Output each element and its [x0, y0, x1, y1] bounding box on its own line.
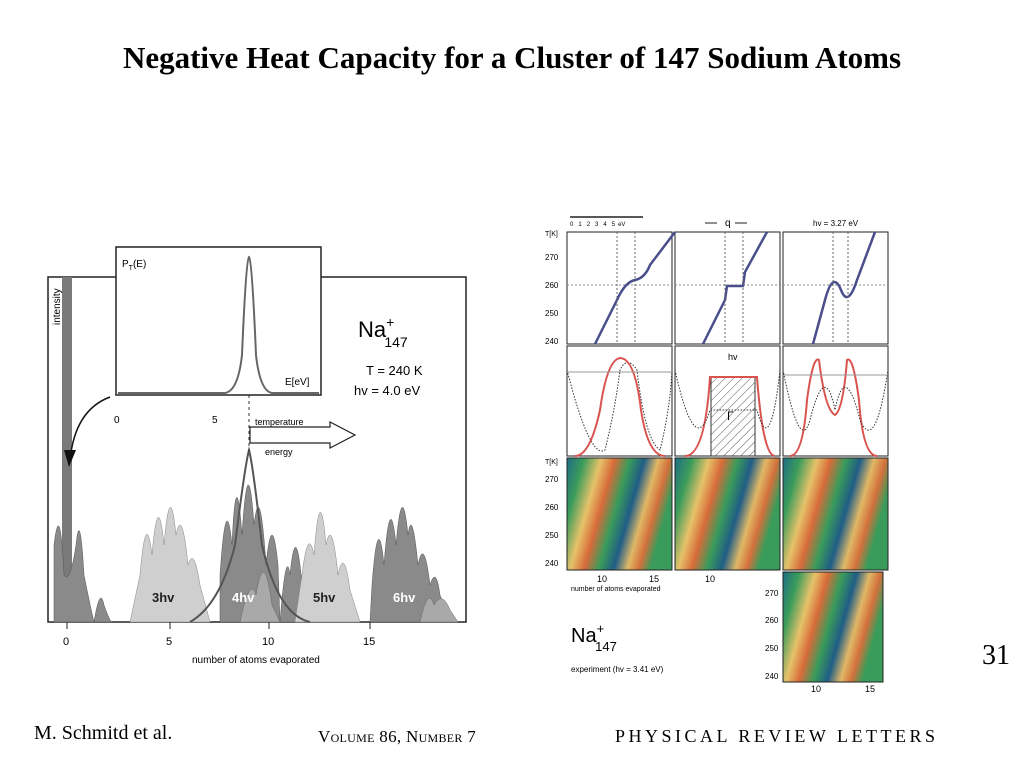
peak-label-6hv: 6hv [393, 590, 416, 605]
distribution-hv-label: hv [728, 352, 738, 362]
inset-frame [115, 246, 322, 396]
heat-t-tick-250: 250 [545, 531, 559, 540]
right-x-tick-0: 10 [597, 574, 607, 584]
temperature-label: T = 240 K [366, 363, 423, 378]
left-x-tick-0: 0 [63, 636, 69, 648]
dark-peaks [53, 484, 451, 623]
volume-number: Volume 86, Number 7 [318, 727, 477, 746]
curved-arrow-head [64, 450, 76, 467]
heatmap-row [566, 457, 889, 571]
left-figure: intensity 3hv 4hv 5hv 6hv 0 5 10 15 numb… [47, 246, 467, 666]
hv-label-top: hv = 3.27 eV [813, 219, 859, 228]
left-x-axis [66, 622, 371, 629]
photon-energy-label: hv = 4.0 eV [354, 383, 420, 398]
inset-ylabel: PT(E) [122, 259, 146, 272]
exp-t-tick-260: 260 [765, 616, 779, 625]
exp-x-tick-1: 15 [865, 684, 875, 694]
t-tick-250: 250 [545, 309, 559, 318]
t-tick-240: 240 [545, 337, 559, 346]
inset-xlabel: E[eV] [285, 377, 310, 388]
distribution-gamma-label: Γ [727, 409, 734, 423]
light-peaks [129, 507, 361, 623]
t-tick-260: 260 [545, 281, 559, 290]
t-axis-label-top: T[K] [545, 231, 558, 238]
mid-peaks [239, 572, 459, 623]
peak-label-3hv: 3hv [152, 590, 175, 605]
inset-tick-0: 0 [114, 415, 120, 426]
slide-title: Negative Heat Capacity for a Cluster of … [122, 40, 902, 75]
t-axis-label-mid: T[K] [545, 459, 558, 466]
left-x-tick-10: 10 [262, 636, 274, 648]
right-x-label: number of atoms evaporated [571, 586, 661, 593]
distribution-row: hv Γ [566, 345, 889, 457]
exp-t-tick-250: 250 [765, 644, 779, 653]
right-x-tick-1: 15 [649, 574, 659, 584]
curved-arrow [69, 396, 111, 461]
page-number: 31 [982, 640, 1010, 671]
t-tick-270: 270 [545, 253, 559, 262]
exp-t-tick-270: 270 [765, 589, 779, 598]
heat-t-tick-260: 260 [545, 503, 559, 512]
exp-x-tick-0: 10 [811, 684, 821, 694]
energy-scale-ticks: 0 1 2 3 4 5 eV [570, 222, 625, 228]
arrow-label-temperature: temperature [255, 417, 304, 427]
intensity-bar [62, 277, 72, 622]
exp-t-tick-240: 240 [765, 672, 779, 681]
left-x-label: number of atoms evaporated [192, 655, 320, 666]
heat-t-tick-270: 270 [545, 475, 559, 484]
caloric-curves-row [566, 231, 889, 345]
inset-tick-5: 5 [212, 415, 218, 426]
heat-t-tick-240: 240 [545, 559, 559, 568]
q-label: q [725, 218, 731, 229]
left-x-tick-5: 5 [166, 636, 172, 648]
right-x-tick-2: 10 [705, 574, 715, 584]
right-figure: 0 1 2 3 4 5 eV q hv = 3.27 eV T[K] 270 260 250… [545, 216, 889, 694]
left-x-tick-15: 15 [363, 636, 375, 648]
inset-curve [118, 255, 319, 394]
experiment-label: experiment (hv = 3.41 eV) [571, 665, 664, 674]
intensity-label: intensity [52, 288, 63, 325]
journal-name: PHYSICAL REVIEW LETTERS [615, 726, 939, 746]
arrow-label-energy: energy [265, 447, 293, 457]
right-species-label: Na+ 147 [571, 621, 617, 654]
peak-label-5hv: 5hv [313, 590, 336, 605]
author-credit: M. Schmitd et al. [34, 722, 173, 744]
temperature-energy-arrow [249, 421, 357, 449]
experiment-heatmap [782, 571, 884, 683]
peak-label-4hv: 4hv [232, 590, 255, 605]
left-species-label: Na+ 147 [358, 314, 408, 350]
